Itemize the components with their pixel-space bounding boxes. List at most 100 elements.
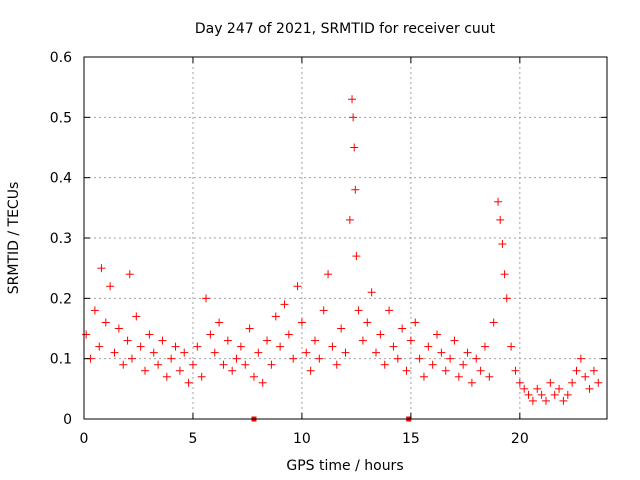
- data-point: [249, 372, 258, 381]
- data-point: [507, 342, 516, 351]
- grid: [84, 57, 607, 419]
- data-point: [454, 372, 463, 381]
- data-point: [572, 366, 581, 375]
- data-point: [101, 318, 110, 327]
- data-point: [245, 324, 254, 333]
- data-point: [358, 336, 367, 345]
- data-point: [145, 330, 154, 339]
- data-point: [411, 318, 420, 327]
- data-point: [352, 252, 361, 261]
- data-point: [515, 378, 524, 387]
- data-point: [324, 270, 333, 279]
- data-point: [332, 360, 341, 369]
- data-point: [393, 354, 402, 363]
- data-point: [127, 354, 136, 363]
- data-point: [310, 336, 319, 345]
- data-point: [585, 384, 594, 393]
- x-tick-label-1: 5: [188, 431, 197, 447]
- data-point: [437, 348, 446, 357]
- x-axis-label: GPS time / hours: [286, 458, 403, 474]
- data-point: [167, 354, 176, 363]
- data-point: [446, 354, 455, 363]
- data-point: [450, 336, 459, 345]
- data-point: [380, 360, 389, 369]
- data-point: [197, 372, 206, 381]
- data-point: [276, 342, 285, 351]
- data-point: [428, 360, 437, 369]
- data-point: [341, 348, 350, 357]
- data-point: [498, 240, 507, 249]
- data-point: [398, 324, 407, 333]
- data-point: [132, 312, 141, 321]
- data-point: [263, 336, 272, 345]
- data-point: [533, 384, 542, 393]
- data-point: [162, 372, 171, 381]
- data-point: [500, 270, 509, 279]
- data-point: [367, 288, 376, 297]
- data-points: [82, 95, 603, 422]
- data-point: [293, 282, 302, 291]
- data-point: [258, 378, 267, 387]
- data-point: [472, 354, 481, 363]
- data-point: [110, 348, 119, 357]
- data-point: [502, 294, 511, 303]
- x-tick-label-4: 20: [511, 431, 529, 447]
- data-point: [271, 312, 280, 321]
- data-point: [158, 336, 167, 345]
- data-point: [315, 354, 324, 363]
- data-point: [215, 318, 224, 327]
- data-point: [149, 348, 158, 357]
- data-point: [354, 306, 363, 315]
- y-tick-label-3: 0.3: [50, 231, 72, 247]
- data-point: [467, 378, 476, 387]
- data-point: [441, 366, 450, 375]
- data-point: [389, 342, 398, 351]
- data-point: [372, 348, 381, 357]
- data-point: [485, 372, 494, 381]
- data-point: [363, 318, 372, 327]
- data-point: [511, 366, 520, 375]
- data-point: [550, 390, 559, 399]
- data-point: [594, 378, 603, 387]
- data-point: [297, 318, 306, 327]
- data-point: [223, 336, 232, 345]
- data-point: [489, 318, 498, 327]
- data-point: [95, 342, 104, 351]
- data-point: [284, 330, 293, 339]
- data-point: [232, 354, 241, 363]
- data-point: [236, 342, 245, 351]
- data-point: [345, 215, 354, 224]
- data-point: [406, 336, 415, 345]
- data-point: [171, 342, 180, 351]
- y-tick-label-1: 0.1: [50, 352, 72, 368]
- data-point: [106, 282, 115, 291]
- data-point: [210, 348, 219, 357]
- chart-title: Day 247 of 2021, SRMTID for receiver cuu…: [195, 21, 496, 37]
- y-tick-label-4: 0.4: [50, 171, 72, 187]
- data-point: [306, 366, 315, 375]
- data-point: [568, 378, 577, 387]
- data-point: [351, 185, 360, 194]
- data-point: [520, 384, 529, 393]
- data-point: [184, 378, 193, 387]
- data-point: [419, 372, 428, 381]
- data-point: [524, 390, 533, 399]
- data-point: [546, 378, 555, 387]
- data-point: [280, 300, 289, 309]
- y-tick-label-5: 0.5: [50, 110, 72, 126]
- x-tick-label-3: 15: [402, 431, 420, 447]
- data-point: [141, 366, 150, 375]
- data-point: [559, 396, 568, 405]
- data-point: [193, 342, 202, 351]
- data-point: [433, 330, 442, 339]
- data-point: [267, 360, 276, 369]
- data-point: [206, 330, 215, 339]
- data-point: [463, 348, 472, 357]
- y-tick-label-2: 0.2: [50, 291, 72, 307]
- data-point: [175, 366, 184, 375]
- data-point: [376, 330, 385, 339]
- data-point: [337, 324, 346, 333]
- data-point: [555, 384, 564, 393]
- x-tick-label-0: 0: [80, 431, 89, 447]
